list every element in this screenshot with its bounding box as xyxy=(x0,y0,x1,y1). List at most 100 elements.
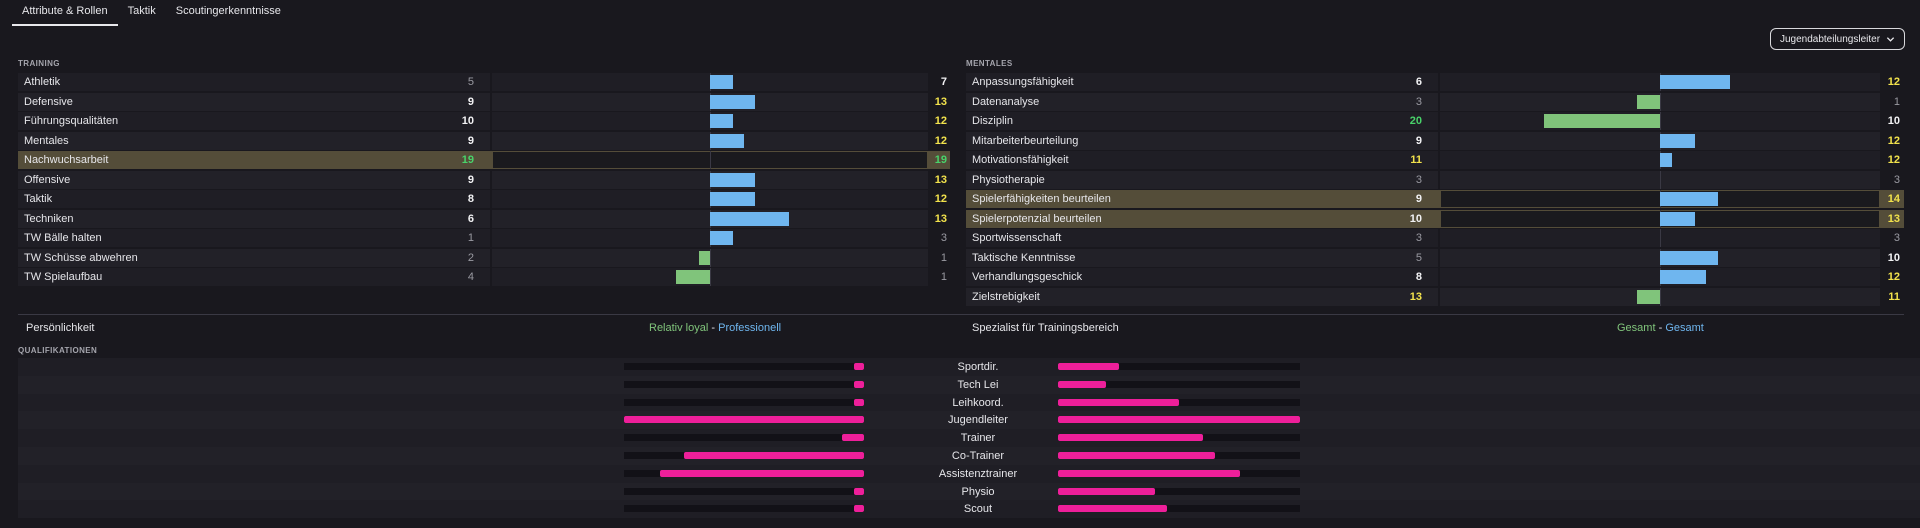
attribute-change-bar xyxy=(1660,211,1695,226)
attribute-row[interactable]: Defensive 9 13 xyxy=(18,92,950,111)
attribute-current-value: 3 xyxy=(1415,173,1422,186)
qualification-row: Jugendleiter xyxy=(18,411,1920,430)
attribute-row[interactable]: Taktische Kenntnisse 5 10 xyxy=(966,248,1904,267)
attribute-left-cell xyxy=(966,131,1438,150)
attribute-left-cell xyxy=(966,268,1438,286)
qualification-right-track xyxy=(1058,505,1300,513)
attribute-row[interactable]: Mitarbeiterbeurteilung 9 12 xyxy=(966,131,1904,150)
qualification-right-track xyxy=(1058,363,1300,370)
attribute-row[interactable]: Motivationsfähigkeit 11 12 xyxy=(966,151,1904,169)
qualification-row: Physio xyxy=(18,482,1920,501)
attribute-change-bar xyxy=(710,211,790,226)
attribute-row[interactable]: Athletik 5 7 xyxy=(18,73,950,91)
divider xyxy=(18,314,1904,315)
attribute-row[interactable]: Spielerpotenzial beurteilen 10 13 xyxy=(966,209,1904,228)
qualification-role-label: Trainer xyxy=(960,432,996,445)
attribute-potential-value: 1 xyxy=(940,251,947,264)
attribute-potential-value: 13 xyxy=(934,212,947,225)
qualification-right-track xyxy=(1058,380,1300,388)
attribute-name: Athletik xyxy=(24,76,61,88)
qualification-row: Trainer xyxy=(18,429,1920,448)
attribute-potential-value: 3 xyxy=(1893,232,1900,244)
attribute-potential-value: 13 xyxy=(1887,212,1900,225)
qualification-row: Co-Trainer xyxy=(18,447,1920,465)
attribute-name: Datenanalyse xyxy=(972,95,1040,108)
attribute-left-cell xyxy=(18,209,490,228)
attribute-bar-midline xyxy=(710,151,711,169)
attribute-name: Offensive xyxy=(24,173,71,186)
attribute-row[interactable]: Nachwuchsarbeit 19 19 xyxy=(18,151,950,169)
qualification-right-bar xyxy=(1058,505,1167,513)
attribute-name: Physiotherapie xyxy=(972,173,1045,186)
attribute-name: Disziplin xyxy=(972,115,1013,127)
attribute-left-cell xyxy=(966,151,1438,169)
qualification-row: Leihkoord. xyxy=(18,393,1920,412)
qualification-role-label: Assistenztrainer xyxy=(938,467,1018,480)
qualification-row: Assistenztrainer xyxy=(18,464,1920,483)
attribute-current-value: 3 xyxy=(1415,232,1422,244)
attribute-row[interactable]: Mentales 9 12 xyxy=(18,131,950,150)
attribute-row[interactable]: Techniken 6 13 xyxy=(18,209,950,228)
qualification-left-bar xyxy=(854,363,864,370)
attribute-left-cell xyxy=(966,209,1438,228)
attribute-potential-value: 3 xyxy=(1893,173,1900,186)
attribute-row[interactable]: Sportwissenschaft 3 3 xyxy=(966,229,1904,247)
qualification-left-bar xyxy=(684,452,864,459)
attribute-change-bar xyxy=(1660,75,1730,89)
attribute-potential-value: 12 xyxy=(934,134,947,147)
attribute-row[interactable]: TW Bälle halten 1 3 xyxy=(18,229,950,247)
attribute-current-value: 8 xyxy=(1415,271,1422,283)
personality-value-a: Relativ loyal xyxy=(649,322,709,334)
attribute-left-cell xyxy=(18,151,490,169)
role-dropdown[interactable]: Jugendabteilungsleiter xyxy=(1770,28,1905,50)
chevron-down-icon xyxy=(1886,36,1895,42)
attribute-potential-value: 10 xyxy=(1887,115,1900,127)
attribute-row[interactable]: Verhandlungsgeschick 8 12 xyxy=(966,268,1904,286)
qualification-right-track xyxy=(1058,398,1300,406)
attribute-name: Taktik xyxy=(24,193,53,205)
qualification-left-track xyxy=(624,363,864,370)
attribute-current-value: 5 xyxy=(467,76,474,88)
attribute-change-bar xyxy=(710,192,756,206)
qualification-left-track xyxy=(624,505,864,513)
attribute-left-cell xyxy=(18,248,490,267)
attribute-row[interactable]: Taktik 8 12 xyxy=(18,190,950,208)
attribute-left-cell xyxy=(966,73,1438,91)
attribute-row[interactable]: Zielstrebigkeit 13 11 xyxy=(966,287,1904,306)
attribute-current-value: 9 xyxy=(467,173,474,186)
attribute-name: Anpassungsfähigkeit xyxy=(972,76,1074,88)
attribute-row[interactable]: Physiotherapie 3 3 xyxy=(966,170,1904,189)
qualification-left-bar xyxy=(624,416,864,424)
attribute-current-value: 3 xyxy=(1415,95,1422,108)
attribute-left-cell xyxy=(966,248,1438,267)
tab-taktik[interactable]: Taktik xyxy=(127,5,156,17)
attribute-row[interactable]: TW Schüsse abwehren 2 1 xyxy=(18,248,950,267)
attribute-current-value: 10 xyxy=(1409,212,1422,225)
qualification-role-label: Physio xyxy=(961,485,995,498)
attribute-potential-value: 14 xyxy=(1887,193,1900,205)
tab-bar: Attribute & Rollen Taktik Scoutingerkenn… xyxy=(12,0,291,28)
attribute-row[interactable]: Disziplin 20 10 xyxy=(966,112,1904,130)
qualification-left-bar xyxy=(660,469,864,477)
attribute-potential-value: 12 xyxy=(1887,134,1900,147)
attribute-left-cell xyxy=(18,170,490,189)
attribute-row[interactable]: Datenanalyse 3 1 xyxy=(966,92,1904,111)
attribute-current-value: 4 xyxy=(467,271,474,283)
attribute-change-bar xyxy=(1660,153,1672,167)
tab-attribute-rollen[interactable]: Attribute & Rollen xyxy=(12,0,118,28)
attribute-current-value: 19 xyxy=(461,154,474,166)
attribute-name: Techniken xyxy=(24,212,74,225)
attribute-row[interactable]: Offensive 9 13 xyxy=(18,170,950,189)
attribute-row[interactable]: Anpassungsfähigkeit 6 12 xyxy=(966,73,1904,91)
attribute-row[interactable]: Spielerfähigkeiten beurteilen 9 14 xyxy=(966,190,1904,208)
qualification-left-bar xyxy=(854,380,864,388)
qualification-left-track xyxy=(624,398,864,406)
attribute-current-value: 9 xyxy=(467,134,474,147)
attribute-row[interactable]: TW Spielaufbau 4 1 xyxy=(18,268,950,286)
attribute-row[interactable]: Führungsqualitäten 10 12 xyxy=(18,112,950,130)
attribute-current-value: 5 xyxy=(1415,251,1422,264)
attribute-current-value: 2 xyxy=(467,251,474,264)
tab-scoutingerkenntnisse[interactable]: Scoutingerkenntnisse xyxy=(175,5,281,17)
attribute-name: TW Spielaufbau xyxy=(24,271,103,283)
qualification-right-bar xyxy=(1058,380,1107,388)
